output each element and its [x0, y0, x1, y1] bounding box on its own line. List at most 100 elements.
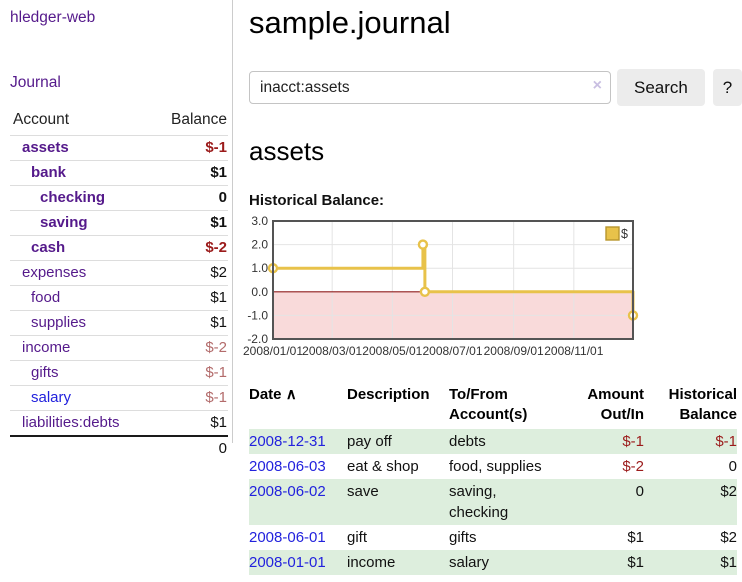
register-row: 2008-12-31 pay off debts $-1 $-1	[249, 429, 737, 454]
account-balance: $2	[150, 260, 228, 286]
transaction-date-link[interactable]: 2008-12-31	[249, 433, 326, 450]
search-input[interactable]	[249, 71, 611, 104]
account-balance: $1	[150, 160, 228, 186]
y-tick-label: -2.0	[247, 332, 268, 346]
y-tick-label: 0.0	[251, 285, 268, 299]
account-row: food $1	[10, 285, 228, 311]
page-title: sample.journal	[249, 5, 451, 40]
account-link-expenses[interactable]: expenses	[22, 264, 87, 281]
transaction-amount: $-2	[622, 458, 644, 475]
transaction-balance: $2	[720, 529, 737, 546]
main-content: sample.journal × Search ? assets Histori…	[243, 0, 742, 575]
transaction-accounts: food, supplies	[449, 458, 542, 475]
account-link-salary[interactable]: salary	[31, 389, 72, 406]
account-row: salary $-1	[10, 385, 228, 411]
sidebar-item-journal[interactable]: Journal	[10, 74, 61, 91]
account-balance: $-1	[150, 135, 228, 161]
transaction-description: gift	[347, 529, 368, 546]
transaction-accounts: debts	[449, 429, 555, 454]
account-link-gifts[interactable]: gifts	[31, 364, 59, 381]
sort-asc-icon: ∧	[285, 386, 297, 403]
x-tick-label: 2008/09/01	[484, 344, 544, 358]
account-balance: $-1	[150, 360, 228, 386]
register-row: 2008-06-01 gift gifts $1 $2	[249, 525, 737, 550]
account-link-checking[interactable]: checking	[40, 189, 106, 206]
account-balance: $-1	[150, 385, 228, 411]
account-link-liabilities-debts[interactable]: liabilities:debts	[22, 414, 120, 431]
register-header-date[interactable]: Date ∧	[249, 386, 297, 403]
clear-search-icon[interactable]: ×	[592, 77, 602, 94]
transaction-balance: $1	[644, 550, 737, 575]
y-tick-label: 2.0	[251, 238, 268, 252]
register-row: 2008-06-02 save saving, checking 0 $2	[249, 479, 737, 525]
account-row: assets $-1	[10, 135, 228, 161]
transaction-date-link[interactable]: 2008-01-01	[249, 554, 326, 571]
account-heading: assets	[249, 136, 325, 166]
account-row: checking 0	[10, 185, 228, 211]
transaction-date-link[interactable]: 2008-06-01	[249, 529, 326, 546]
account-link-saving[interactable]: saving	[40, 214, 88, 231]
transaction-accounts: saving, checking	[449, 479, 555, 525]
transaction-balance: $2	[644, 479, 737, 525]
account-balance: $1	[150, 410, 228, 437]
transaction-date-link[interactable]: 2008-06-03	[249, 458, 326, 475]
account-row: cash $-2	[10, 235, 228, 261]
account-row: bank $1	[10, 160, 228, 186]
accounts-header-account: Account	[10, 111, 151, 136]
x-tick-label: 2008/03/01	[302, 344, 362, 358]
transaction-date-link[interactable]: 2008-06-02	[249, 483, 326, 500]
accounts-total-row: 0	[10, 435, 228, 461]
transaction-balance: $-1	[644, 429, 737, 454]
account-link-cash[interactable]: cash	[31, 239, 66, 256]
register-row: 2008-01-01 income salary $1 $1	[249, 550, 737, 575]
legend-swatch	[605, 226, 620, 241]
account-row: saving $1	[10, 210, 228, 236]
account-link-bank[interactable]: bank	[31, 164, 67, 181]
register-table: Date ∧ Description To/From Account(s) Am…	[249, 383, 737, 575]
account-balance: 0	[150, 185, 228, 211]
account-link-income[interactable]: income	[22, 339, 71, 356]
search-box: ×	[249, 71, 611, 104]
register-header-accounts: To/From Account(s)	[449, 386, 528, 423]
register-header-description: Description	[347, 386, 430, 403]
transaction-description: eat & shop	[347, 458, 419, 475]
accounts-header-balance: Balance	[150, 111, 228, 136]
search-button[interactable]: Search	[617, 69, 705, 106]
transaction-description: save	[347, 479, 449, 525]
account-balance: $1	[150, 285, 228, 311]
account-row: gifts $-1	[10, 360, 228, 386]
account-link-supplies[interactable]: supplies	[31, 314, 87, 331]
y-tick-label: -1.0	[247, 308, 268, 322]
accounts-total-value: 0	[150, 435, 228, 461]
app-title-link[interactable]: hledger-web	[10, 9, 96, 26]
transaction-amount: 0	[555, 479, 644, 525]
account-row: income $-2	[10, 335, 228, 361]
chart-border	[272, 220, 634, 340]
account-row: expenses $2	[10, 260, 228, 286]
x-tick-label: 2008/01/01	[243, 344, 303, 358]
search-form: × Search ?	[249, 69, 742, 106]
transaction-description: income	[347, 550, 449, 575]
sidebar: hledger-web Journal Account Balance asse…	[0, 0, 233, 461]
accounts-balance-table: Account Balance assets $-1 bank $1 checking 0…	[10, 111, 228, 461]
help-button[interactable]: ?	[712, 69, 742, 106]
account-balance: $1	[150, 310, 228, 336]
transaction-amount: $1	[627, 529, 644, 546]
transaction-accounts: gifts	[449, 529, 477, 546]
account-link-food[interactable]: food	[31, 289, 61, 306]
transaction-description: pay off	[347, 429, 449, 454]
data-point-marker	[419, 286, 431, 298]
account-balance: $-2	[150, 235, 228, 261]
data-point-marker	[417, 239, 429, 250]
y-tick-label: 1.0	[251, 261, 268, 275]
transaction-amount: $1	[555, 550, 644, 575]
y-tick-label: 3.0	[251, 214, 268, 228]
x-tick-label: 2008/07/01	[422, 344, 482, 358]
account-row: liabilities:debts $1	[10, 410, 228, 437]
register-row: 2008-06-03 eat & shop food, supplies $-2 0	[249, 454, 737, 479]
account-link-assets[interactable]: assets	[22, 139, 69, 156]
legend-label: $	[621, 227, 628, 241]
account-balance: $-2	[150, 335, 228, 361]
register-header-amount: Amount Out/In	[587, 386, 644, 423]
